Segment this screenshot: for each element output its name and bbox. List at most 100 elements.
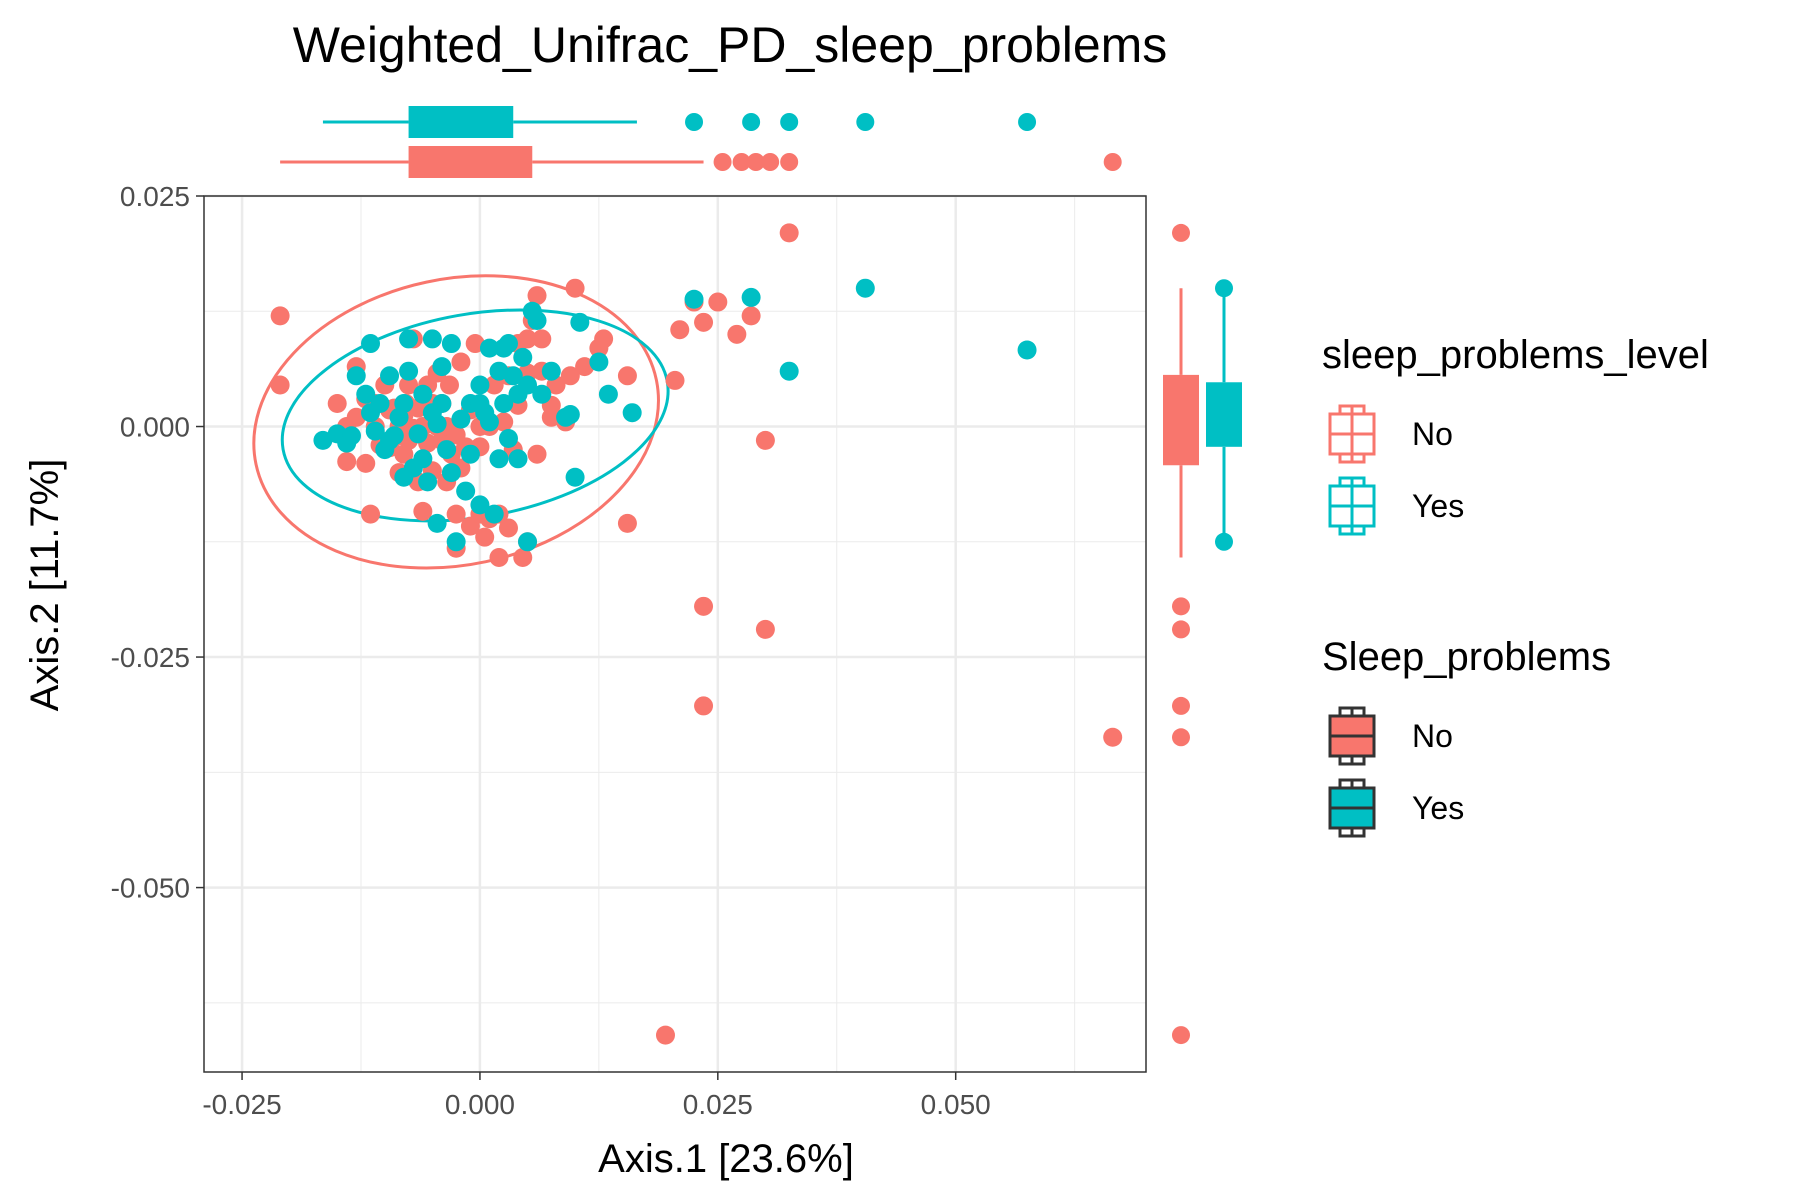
point-yes (365, 421, 385, 441)
legend-title: Sleep_problems (1322, 635, 1611, 679)
point-yes (518, 375, 538, 395)
point-no (779, 223, 799, 243)
point-no (575, 357, 595, 377)
point-no (527, 444, 547, 464)
box (1206, 382, 1242, 447)
top-marginal-boxplots (280, 106, 1122, 178)
point-yes (470, 393, 490, 413)
box (408, 106, 514, 138)
point-yes (598, 384, 618, 404)
point-yes (408, 424, 428, 444)
point-no (356, 453, 376, 473)
box (1163, 374, 1199, 466)
point-yes (451, 409, 471, 429)
outlier-point (1172, 696, 1190, 715)
point-yes (532, 384, 552, 404)
point-yes (418, 472, 438, 492)
point-no (270, 375, 290, 395)
point-no (399, 375, 419, 395)
point-no (451, 352, 471, 372)
point-no (594, 329, 614, 349)
point-yes (341, 426, 361, 446)
outlier-point (780, 113, 799, 131)
y-tick-label: -0.050 (111, 873, 190, 904)
point-yes (361, 334, 381, 354)
point-yes (446, 532, 466, 552)
legend-label: Yes (1412, 488, 1464, 524)
outlier-point (1103, 153, 1122, 171)
outlier-point (713, 153, 732, 171)
point-yes (432, 357, 452, 377)
point-no (694, 596, 714, 616)
legend-label: Yes (1412, 790, 1464, 826)
point-no (346, 407, 366, 427)
x-tick-label: 0.050 (921, 1089, 991, 1120)
outlier-point (1172, 1026, 1190, 1045)
point-yes (565, 467, 585, 487)
point-yes (313, 430, 333, 450)
outlier-point (1172, 223, 1190, 242)
point-yes (441, 463, 461, 483)
point-no (532, 329, 552, 349)
legend-1: Sleep_problems No Yes (1322, 635, 1611, 838)
point-yes (741, 287, 761, 307)
point-no (708, 292, 728, 312)
whisker-end-point (1215, 532, 1233, 551)
top-boxplot-no (280, 146, 1122, 178)
scatter-points (270, 223, 1123, 1045)
point-yes (855, 278, 875, 298)
legend-key-yes (1328, 476, 1376, 536)
x-tick-label: -0.025 (202, 1089, 281, 1120)
axes: -0.025 0.000 0.025 0.050 0.025 0.000 -0.025 -0.… (111, 181, 991, 1120)
point-yes (432, 393, 452, 413)
point-no (465, 334, 485, 354)
point-no (513, 547, 533, 567)
point-yes (779, 361, 799, 381)
point-no (498, 518, 518, 538)
point-no (327, 393, 347, 413)
point-yes (394, 393, 414, 413)
point-yes (470, 375, 490, 395)
point-yes (399, 361, 419, 381)
legend-key-no (1328, 404, 1376, 464)
grid (204, 194, 1146, 1072)
point-yes (494, 393, 514, 413)
point-no (475, 527, 495, 547)
outlier-point (1172, 728, 1190, 747)
legend-label: No (1412, 718, 1453, 754)
outlier-point (1172, 620, 1190, 639)
outlier-point (1018, 113, 1037, 131)
point-yes (413, 449, 433, 469)
point-yes (1017, 340, 1037, 360)
point-yes (527, 310, 547, 330)
point-yes (380, 366, 400, 386)
top-boxplot-yes (322, 106, 1037, 138)
whisker-end-point (1215, 279, 1233, 298)
point-no (337, 452, 357, 472)
point-yes (589, 352, 609, 372)
y-tick-label: -0.025 (111, 642, 190, 673)
x-tick-label: 0.025 (683, 1089, 753, 1120)
point-yes (422, 329, 442, 349)
point-yes (498, 334, 518, 354)
point-no (270, 306, 290, 326)
point-yes (346, 366, 366, 386)
point-no (741, 306, 761, 326)
point-no (655, 1025, 675, 1045)
point-yes (384, 426, 404, 446)
point-yes (508, 449, 528, 469)
point-no (439, 375, 459, 395)
point-yes (479, 412, 499, 432)
point-no (361, 504, 381, 524)
point-no (694, 696, 714, 716)
point-yes (441, 334, 461, 354)
point-yes (456, 481, 476, 501)
point-no (617, 366, 637, 386)
point-yes (560, 405, 580, 425)
legend-key-yes (1328, 778, 1376, 838)
outlier-point (732, 153, 751, 171)
point-yes (437, 440, 457, 460)
point-yes (489, 449, 509, 469)
point-yes (503, 366, 523, 386)
box (408, 146, 533, 178)
